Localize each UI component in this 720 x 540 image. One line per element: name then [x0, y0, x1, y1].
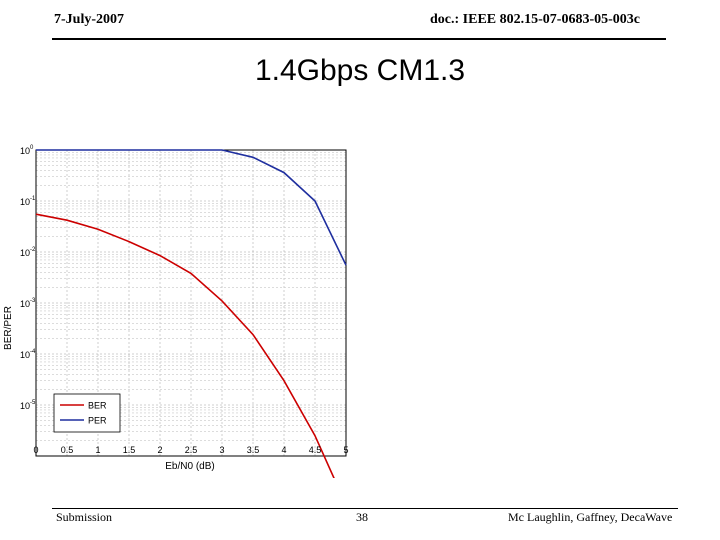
series-line-ber [35, 213, 335, 478]
y-tick-exponent: -3 [30, 298, 36, 304]
y-tick-exponent: -1 [30, 196, 36, 202]
y-tick-base: 10 [20, 299, 30, 309]
y-tick-label: 10-3 [20, 298, 36, 309]
chart-legend: BER PER [53, 393, 121, 433]
x-tick-label: 5 [343, 445, 348, 455]
y-tick-base: 10 [20, 248, 30, 258]
x-tick-label: 4 [281, 445, 286, 455]
y-tick-label: 10-1 [20, 196, 36, 207]
x-tick-label: 2.5 [185, 445, 198, 455]
series-line-per [36, 149, 347, 266]
y-tick-base: 10 [20, 350, 30, 360]
y-tick-base: 10 [20, 401, 30, 411]
slide-title: 1.4Gbps CM1.3 [254, 54, 466, 87]
x-tick-label: 4.5 [309, 445, 322, 455]
y-tick-label: 10-2 [20, 247, 36, 258]
y-tick-label: 10-5 [20, 400, 36, 411]
x-tick-label: 3 [219, 445, 224, 455]
legend-label-per: PER [88, 416, 107, 426]
y-tick-exponent: -4 [30, 349, 36, 355]
x-tick-label: 3.5 [247, 445, 260, 455]
footer-page-number: 38 [356, 510, 368, 524]
chart-series [35, 149, 347, 478]
y-axis-label: BER/PER [3, 306, 14, 350]
legend-label-ber: BER [88, 401, 107, 411]
x-tick-label: 0 [33, 445, 38, 455]
y-tick-base: 10 [20, 146, 30, 156]
x-tick-label: 0.5 [61, 445, 74, 455]
y-tick-label: 10-4 [20, 349, 36, 360]
y-tick-base: 10 [20, 197, 30, 207]
x-tick-label: 1.5 [123, 445, 136, 455]
footer-rule [52, 508, 678, 509]
footer-submission: Submission [56, 510, 113, 524]
x-tick-label: 2 [157, 445, 162, 455]
y-tick-exponent: -5 [30, 400, 36, 406]
x-tick-labels: 0 0.5 1 1.5 2 2.5 3 3.5 4 4.5 5 [33, 445, 348, 455]
x-axis-label: Eb/N0 (dB) [165, 461, 214, 472]
y-tick-label: 100 [20, 145, 34, 156]
legend-box [53, 393, 121, 433]
y-tick-exponent: -2 [30, 247, 36, 253]
footer-authors: Mc Laughlin, Gaffney, DecaWave [508, 510, 673, 524]
x-tick-label: 1 [95, 445, 100, 455]
y-tick-exponent: 0 [30, 145, 34, 151]
header-date: 7-July-2007 [54, 12, 124, 27]
header-rule [52, 38, 666, 40]
header-doc-id: doc.: IEEE 802.15-07-0683-05-003c [430, 12, 640, 27]
